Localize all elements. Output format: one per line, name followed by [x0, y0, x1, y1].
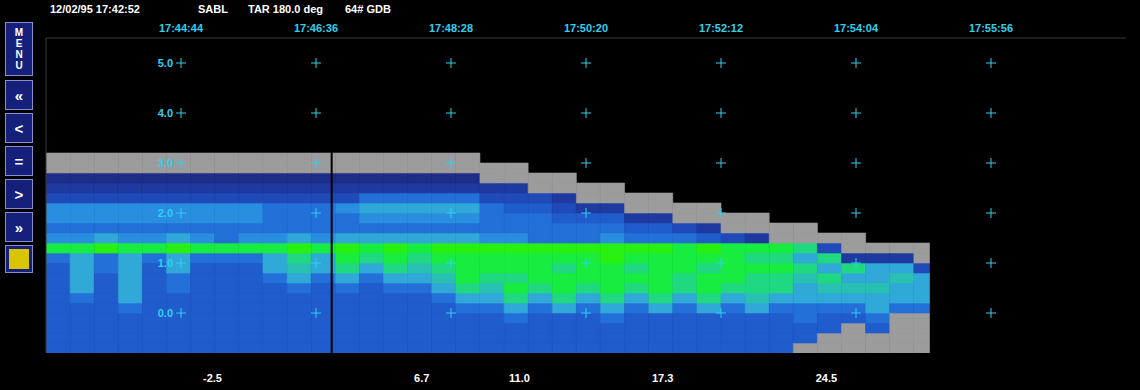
- svg-text:5.0: 5.0: [158, 57, 173, 69]
- svg-text:17:44:44: 17:44:44: [159, 22, 204, 34]
- html-text:SABL: SABL: [198, 3, 228, 15]
- svg-text:6.7: 6.7: [414, 372, 429, 384]
- html-text:U: U: [15, 60, 23, 71]
- svg-text:1.0: 1.0: [158, 257, 173, 269]
- svg-text:24.5: 24.5: [816, 372, 837, 384]
- svg-text:17:46:36: 17:46:36: [294, 22, 338, 34]
- svg-text:11.0: 11.0: [509, 372, 530, 384]
- svg-text:17:50:20: 17:50:20: [564, 22, 608, 34]
- svg-text:0.0: 0.0: [158, 307, 173, 319]
- svg-text:17:48:28: 17:48:28: [429, 22, 473, 34]
- html-text:N: N: [15, 49, 23, 60]
- html-text:TAR 180.0 deg: TAR 180.0 deg: [248, 3, 323, 15]
- html-text:M: M: [14, 27, 24, 38]
- svg-text:17.3: 17.3: [652, 372, 673, 384]
- svg-text:2.0: 2.0: [158, 207, 173, 219]
- svg-text:-2.5: -2.5: [203, 372, 222, 384]
- svg-text:4.0: 4.0: [158, 107, 173, 119]
- html-text:64# GDB: 64# GDB: [345, 3, 391, 15]
- svg-text:17:54:04: 17:54:04: [834, 22, 879, 34]
- svg-text:3.0: 3.0: [158, 157, 173, 169]
- html-text:E: E: [15, 38, 23, 49]
- svg-text:17:52:12: 17:52:12: [699, 22, 743, 34]
- html-text:12/02/95 17:42:52: 12/02/95 17:42:52: [50, 3, 140, 15]
- svg-text:17:55:56: 17:55:56: [969, 22, 1013, 34]
